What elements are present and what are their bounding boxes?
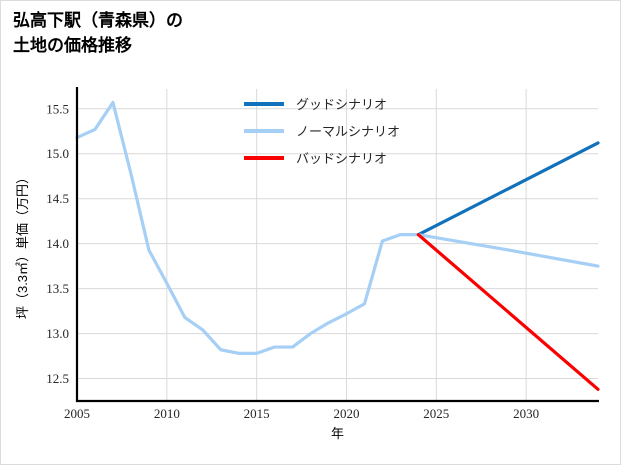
y-tick-labels: 12.5 13.0 13.5 14.0 14.5 15.0 15.5 <box>46 101 69 386</box>
y-tick-label: 13.0 <box>46 326 69 341</box>
y-tick-label: 14.0 <box>46 236 69 251</box>
x-tick-label: 2020 <box>333 406 359 421</box>
y-tick-label: 15.0 <box>46 146 69 161</box>
legend-label-3: バッドシナリオ <box>296 151 387 166</box>
y-axis-title: 坪（3.3㎡）単価（万円） <box>15 171 30 319</box>
x-tick-label: 2005 <box>64 406 90 421</box>
series-lines <box>75 100 600 391</box>
x-tick-labels: 2005 2010 2015 2020 2025 2030 <box>64 406 539 421</box>
series-line-1 <box>416 141 600 237</box>
axis-spines <box>75 87 599 403</box>
x-tick-label: 2030 <box>513 406 539 421</box>
legend-label-1: グッドシナリオ <box>296 97 387 112</box>
x-tick-label: 2015 <box>244 406 270 421</box>
x-tick-label: 2025 <box>423 406 449 421</box>
y-gridlines <box>77 108 598 380</box>
y-tick-label: 14.5 <box>46 191 69 206</box>
x-tick-label: 2010 <box>154 406 180 421</box>
x-axis-title: 年 <box>331 426 344 441</box>
x-gridlines <box>166 89 527 401</box>
legend-label-2: ノーマルシナリオ <box>296 124 400 139</box>
series-line-3 <box>416 233 600 391</box>
series-line-2 <box>75 100 600 355</box>
y-tick-label: 13.5 <box>46 281 69 296</box>
y-tick-label: 12.5 <box>46 371 69 386</box>
y-tick-label: 15.5 <box>46 101 69 116</box>
page-title: 弘高下駅（青森県）の 土地の価格推移 <box>13 11 183 55</box>
